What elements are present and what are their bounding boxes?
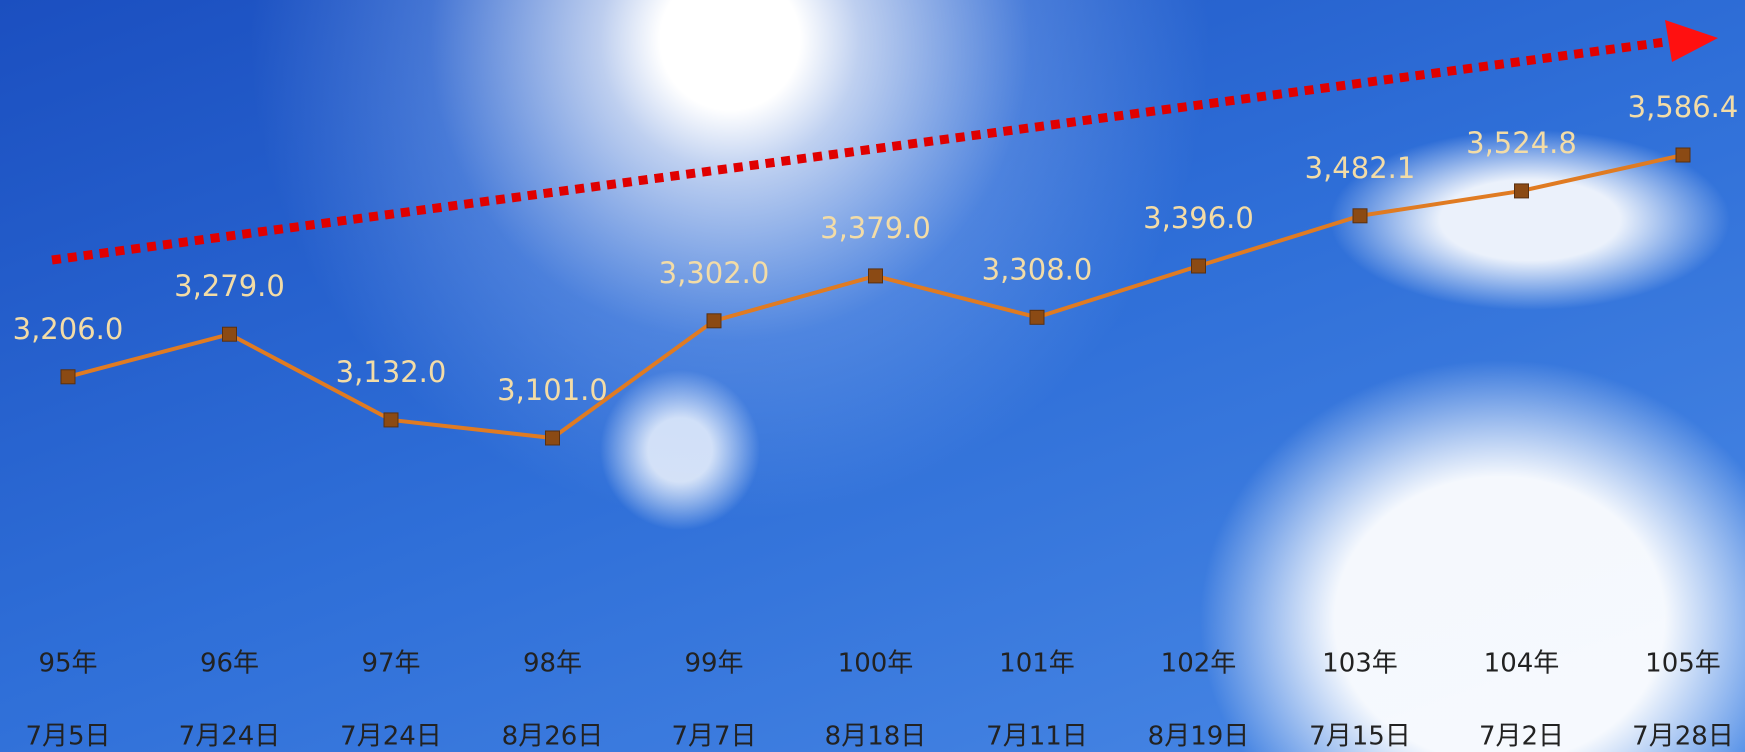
data-label: 3,101.0 [497,373,608,407]
x-tick-label: 7月11日 [986,722,1088,752]
x-tick-label: 105年 [1645,649,1721,679]
x-tick-label: 96年 [200,649,259,679]
point-marker [1191,258,1206,274]
point-marker [60,369,76,385]
x-tick-label: 7月24日 [179,722,281,752]
x-tick-label: 102年 [1161,649,1237,679]
data-label: 3,586.4 [1628,90,1739,124]
x-tick-label: 95年 [38,649,97,679]
series-line [67,153,1684,441]
x-tick-label: 104年 [1484,649,1560,679]
x-tick-label: 101年 [999,649,1075,679]
x-tick-label: 103年 [1322,649,1398,679]
point-marker [545,430,560,446]
x-tick-label: 98年 [523,649,582,679]
data-label: 3,524.8 [1466,126,1577,160]
x-tick-label: 99年 [684,649,743,679]
point-marker [1514,183,1529,199]
x-tick-label: 7月2日 [1479,722,1564,752]
point-marker [1029,309,1045,325]
point-marker [383,412,399,428]
x-tick-label: 7月28日 [1632,722,1734,752]
data-label: 3,379.0 [820,211,931,245]
point-marker [1675,147,1691,163]
data-label: 3,396.0 [1143,201,1254,235]
point-marker [222,326,237,342]
point-marker [868,268,883,284]
x-tick-label: 7月24日 [340,722,442,752]
data-label: 3,302.0 [659,256,770,290]
point-marker [706,313,722,329]
trend-arrow-head [1665,20,1718,62]
data-label: 3,206.0 [13,312,124,346]
x-tick-label: 7月5日 [25,722,110,752]
data-label: 3,132.0 [336,355,447,389]
x-tick-label: 7月7日 [671,722,756,752]
x-tick-label: 8月18日 [825,722,927,752]
x-tick-label: 97年 [361,649,420,679]
data-label: 3,308.0 [982,252,1093,286]
point-marker [1352,208,1368,224]
x-tick-label: 8月26日 [502,722,604,752]
x-tick-label: 100年 [838,649,914,679]
trend-arrow-line [51,35,1681,265]
data-label: 3,482.1 [1305,151,1416,185]
x-tick-label: 8月19日 [1148,722,1250,752]
data-label: 3,279.0 [174,269,285,303]
x-tick-label: 7月15日 [1309,722,1411,752]
